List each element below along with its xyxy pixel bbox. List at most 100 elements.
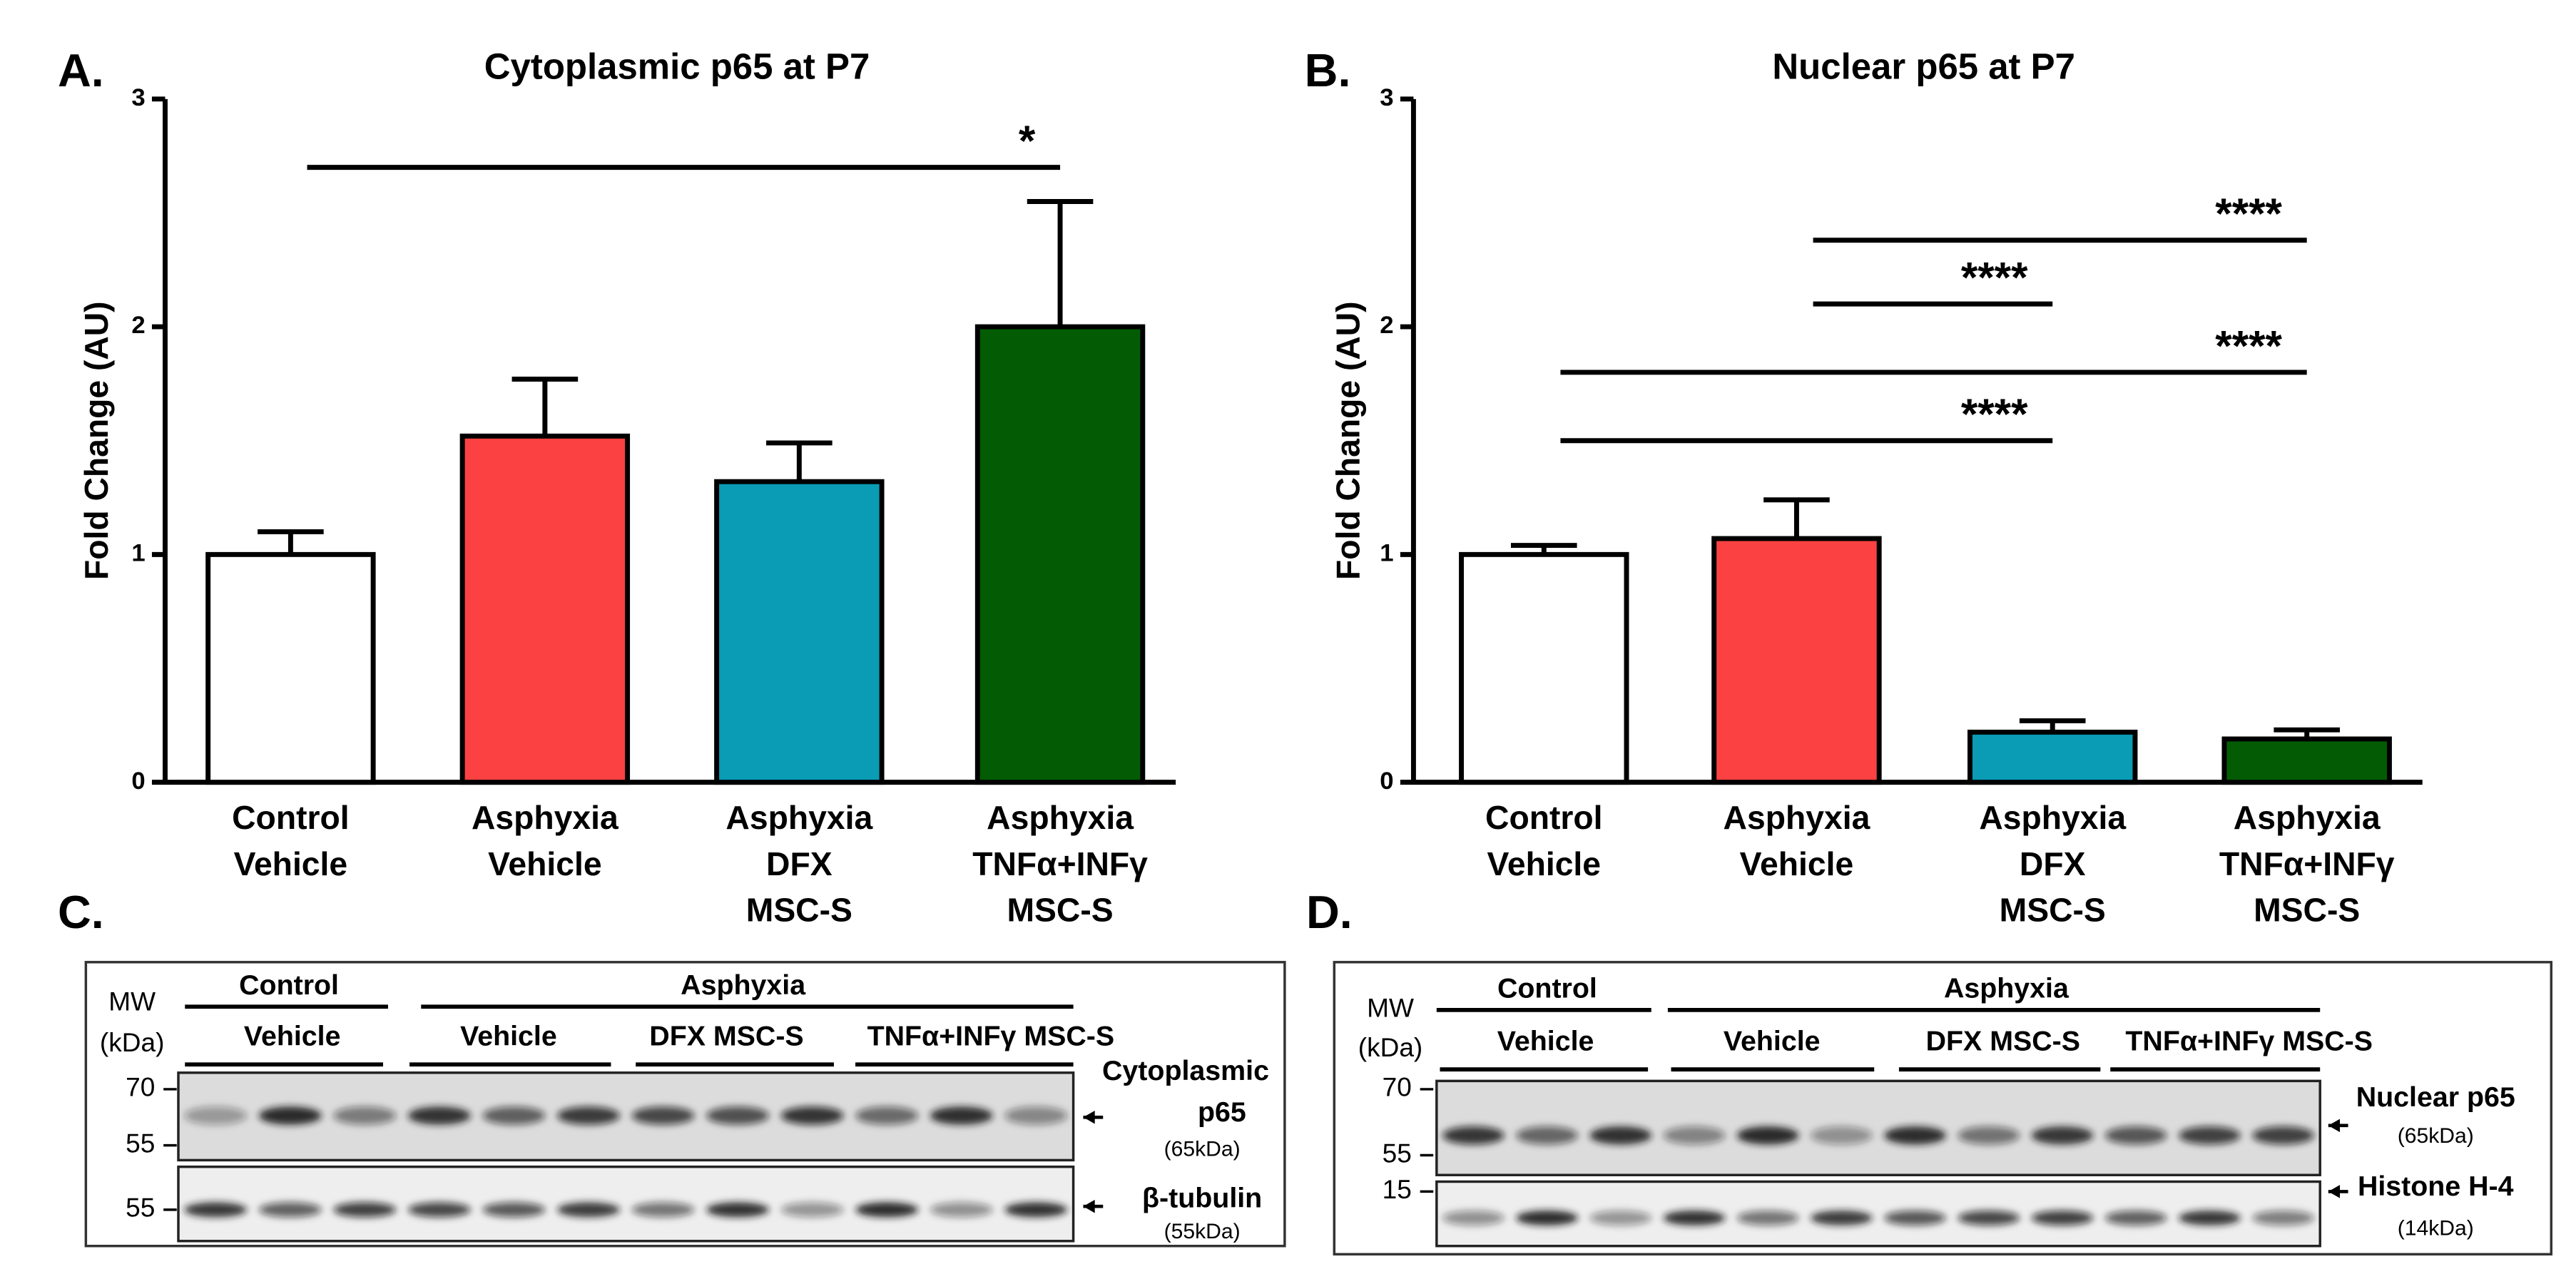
blot-band — [482, 1106, 546, 1125]
blot-band — [1958, 1210, 2020, 1226]
blot-strip — [177, 1071, 1075, 1162]
significance-label: **** — [2215, 190, 2282, 238]
target-label: (65kDa) — [1164, 1138, 1241, 1161]
bar — [1459, 551, 1629, 785]
blot-band — [1004, 1202, 1068, 1218]
x-tick-label: Vehicle — [488, 845, 602, 882]
blot-band — [1589, 1126, 1652, 1145]
arrow-head — [1083, 1111, 1095, 1124]
subgroup-label: DFX MSC-S — [649, 1021, 803, 1052]
blot-band — [184, 1106, 248, 1125]
target-label: β-tubulin — [1142, 1182, 1262, 1213]
panel-label: C. — [58, 886, 104, 938]
blot-band — [557, 1106, 620, 1125]
y-axis-label: Fold Change (AU) — [1330, 301, 1367, 580]
arrow-head — [1083, 1199, 1095, 1213]
blot-band — [2252, 1210, 2314, 1226]
x-tick-label: Asphyxia — [1724, 799, 1871, 836]
blot-band — [2179, 1126, 2241, 1145]
target-label: Nuclear p65 — [2356, 1081, 2515, 1113]
blot-band — [258, 1202, 322, 1218]
blot-band — [2179, 1210, 2241, 1226]
blot-band — [1589, 1210, 1652, 1226]
mw-marker: 55 — [126, 1193, 155, 1223]
blot-strip — [1435, 1079, 2321, 1176]
blot-band — [2031, 1126, 2094, 1145]
x-tick-label: Asphyxia — [726, 799, 873, 836]
blot-band — [780, 1202, 844, 1218]
blot-band — [1811, 1126, 1873, 1145]
blot-band — [1884, 1210, 1946, 1226]
target-label: Cytoplasmic — [1102, 1055, 1269, 1086]
blot-band — [1442, 1126, 1505, 1145]
y-tick-label: 2 — [131, 312, 145, 339]
blot-band — [1736, 1126, 1799, 1145]
chart-title: Nuclear p65 at P7 — [1772, 46, 2075, 87]
y-tick-label: 0 — [1380, 768, 1393, 795]
mw-marker: 55 — [126, 1128, 155, 1158]
mw-unit: (kDa) — [100, 1027, 165, 1057]
x-tick-label: Asphyxia — [987, 799, 1134, 836]
blot-band — [631, 1202, 695, 1218]
x-tick-label: DFX — [766, 845, 833, 882]
blot-band — [557, 1202, 620, 1218]
y-tick-label: 0 — [131, 768, 145, 795]
bar — [459, 433, 631, 785]
y-tick-label: 3 — [131, 84, 145, 111]
blot-band — [482, 1202, 546, 1218]
x-tick-label: Vehicle — [234, 845, 348, 882]
target-label: (65kDa) — [2398, 1124, 2474, 1148]
group-label: Asphyxia — [681, 969, 806, 1001]
bar — [974, 324, 1146, 785]
blot-band — [1884, 1126, 1946, 1145]
y-axis-label: Fold Change (AU) — [78, 301, 115, 580]
bar — [2221, 736, 2392, 785]
blot-band — [2252, 1126, 2314, 1145]
group-label: Control — [239, 969, 339, 1001]
x-tick-label: MSC-S — [2254, 892, 2360, 929]
bar — [1967, 729, 2138, 785]
mw-marker: 70 — [1383, 1072, 1412, 1102]
bar — [714, 479, 885, 785]
y-tick-label: 2 — [1380, 312, 1393, 339]
blot-band — [333, 1106, 397, 1125]
x-tick-label: Asphyxia — [472, 799, 619, 836]
x-tick-label: MSC-S — [746, 892, 852, 929]
bar — [1711, 536, 1882, 785]
target-label: Histone H-4 — [2358, 1171, 2514, 1202]
mw-label: MW — [1367, 993, 1414, 1023]
significance-label: **** — [2215, 322, 2282, 370]
arrow-head — [2328, 1185, 2340, 1198]
x-tick-label: Control — [1485, 799, 1603, 836]
panel-label: B. — [1305, 44, 1351, 96]
group-label: Asphyxia — [1944, 973, 2070, 1004]
blot-band — [1663, 1126, 1726, 1145]
subgroup-label: Vehicle — [1497, 1026, 1594, 1057]
blot-band — [1811, 1210, 1873, 1226]
blot-band — [1516, 1210, 1578, 1226]
blot-band — [930, 1202, 993, 1218]
x-tick-label: Vehicle — [1487, 845, 1602, 882]
blot-band — [184, 1202, 248, 1218]
y-tick-label: 1 — [1380, 540, 1393, 567]
mw-label: MW — [108, 986, 156, 1016]
blot-strip — [1435, 1180, 2321, 1248]
x-tick-label: Asphyxia — [1979, 799, 2127, 836]
blot-band — [1442, 1210, 1505, 1226]
blot-frame — [1333, 961, 2553, 1256]
x-tick-label: TNFα+INFγ — [972, 845, 1148, 882]
subgroup-label: Vehicle — [1724, 1026, 1821, 1057]
blot-band — [706, 1106, 770, 1125]
target-label: (14kDa) — [2398, 1217, 2474, 1240]
blot-band — [408, 1202, 471, 1218]
y-tick-label: 3 — [1380, 84, 1393, 111]
blot-band — [1004, 1106, 1068, 1125]
blot-band — [2031, 1210, 2094, 1226]
subgroup-label: TNFα+INFγ MSC-S — [867, 1021, 1115, 1052]
subgroup-label: DFX MSC-S — [1926, 1026, 2080, 1057]
arrow-head — [2328, 1119, 2340, 1133]
blot-band — [1663, 1210, 1726, 1226]
panel-label: A. — [58, 44, 104, 96]
group-label: Control — [1497, 973, 1597, 1004]
